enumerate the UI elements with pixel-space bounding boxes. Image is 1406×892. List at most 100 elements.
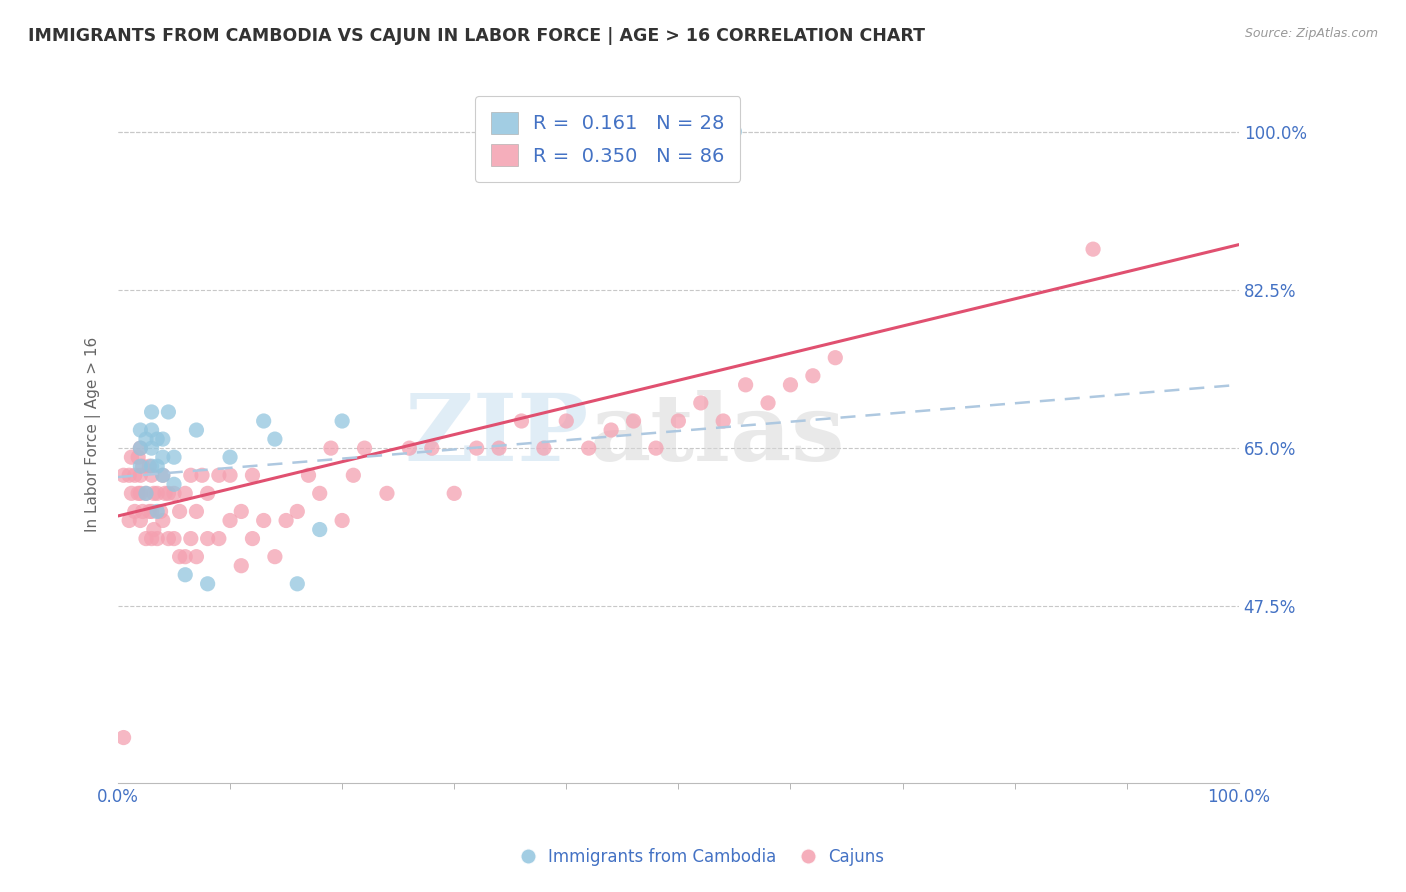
Point xyxy=(342,468,364,483)
Point xyxy=(231,558,253,573)
Point xyxy=(398,441,420,455)
Point xyxy=(141,504,163,518)
Point xyxy=(142,486,165,500)
Point xyxy=(253,514,276,528)
Point xyxy=(129,441,152,455)
Point xyxy=(152,468,174,483)
Point xyxy=(112,731,135,745)
Point xyxy=(555,414,578,428)
Point xyxy=(138,504,160,518)
Point xyxy=(801,368,824,383)
Point xyxy=(510,414,533,428)
Point xyxy=(129,441,152,455)
Point xyxy=(191,468,214,483)
Text: Source: ZipAtlas.com: Source: ZipAtlas.com xyxy=(1244,27,1378,40)
Point xyxy=(375,486,398,500)
Point xyxy=(152,468,174,483)
Point xyxy=(124,504,146,518)
Text: ZIP: ZIP xyxy=(405,390,589,480)
Point xyxy=(242,532,264,546)
Point xyxy=(152,450,174,465)
Point xyxy=(285,504,308,518)
Point xyxy=(779,377,801,392)
Point xyxy=(129,468,152,483)
Point xyxy=(174,567,197,582)
Point xyxy=(180,532,202,546)
Point xyxy=(264,549,287,564)
Point xyxy=(723,125,745,139)
Point xyxy=(711,414,734,428)
Point xyxy=(141,532,163,546)
Point xyxy=(197,576,219,591)
Point xyxy=(152,514,174,528)
Point xyxy=(157,532,180,546)
Point xyxy=(242,468,264,483)
Point xyxy=(146,432,169,446)
Point xyxy=(127,450,149,465)
Point xyxy=(118,468,141,483)
Point xyxy=(319,441,342,455)
Point xyxy=(163,486,186,500)
Point xyxy=(443,486,465,500)
Point xyxy=(645,441,668,455)
Point xyxy=(174,549,197,564)
Point xyxy=(129,486,152,500)
Point xyxy=(197,532,219,546)
Point xyxy=(120,450,142,465)
Point xyxy=(756,396,779,410)
Point xyxy=(1081,242,1104,256)
Point xyxy=(420,441,443,455)
Point xyxy=(163,477,186,491)
Point xyxy=(465,441,488,455)
Point xyxy=(208,468,231,483)
Point xyxy=(129,459,152,474)
Point xyxy=(208,532,231,546)
Point xyxy=(689,396,711,410)
Point xyxy=(330,414,353,428)
Point xyxy=(488,441,510,455)
Point xyxy=(118,514,141,528)
Point xyxy=(146,486,169,500)
Point xyxy=(174,486,197,500)
Point xyxy=(131,459,153,474)
Point xyxy=(734,377,756,392)
Point xyxy=(285,576,308,591)
Point xyxy=(142,523,165,537)
Text: IMMIGRANTS FROM CAMBODIA VS CAJUN IN LABOR FORCE | AGE > 16 CORRELATION CHART: IMMIGRANTS FROM CAMBODIA VS CAJUN IN LAB… xyxy=(28,27,925,45)
Point xyxy=(253,414,276,428)
Point xyxy=(129,514,152,528)
Point xyxy=(219,468,242,483)
Point xyxy=(219,450,242,465)
Text: atlas: atlas xyxy=(589,390,844,480)
Point xyxy=(153,486,176,500)
Point xyxy=(141,405,163,419)
Point xyxy=(353,441,375,455)
Point xyxy=(112,468,135,483)
Point xyxy=(120,486,142,500)
Point xyxy=(146,532,169,546)
Point xyxy=(146,504,169,518)
Point xyxy=(186,549,208,564)
Point xyxy=(141,441,163,455)
Point xyxy=(135,532,157,546)
Point xyxy=(169,504,191,518)
Point xyxy=(219,514,242,528)
Point xyxy=(124,468,146,483)
Point xyxy=(264,432,287,446)
Point xyxy=(141,423,163,437)
Point xyxy=(141,459,163,474)
Point xyxy=(135,432,157,446)
Point xyxy=(127,486,149,500)
Point xyxy=(163,532,186,546)
Point xyxy=(308,486,330,500)
Point xyxy=(129,423,152,437)
Point xyxy=(824,351,846,365)
Legend: Immigrants from Cambodia, Cajuns: Immigrants from Cambodia, Cajuns xyxy=(515,842,891,873)
Point xyxy=(157,486,180,500)
Point xyxy=(308,523,330,537)
Point xyxy=(135,486,157,500)
Point xyxy=(186,504,208,518)
Point xyxy=(141,468,163,483)
Point xyxy=(533,441,555,455)
Point xyxy=(197,486,219,500)
